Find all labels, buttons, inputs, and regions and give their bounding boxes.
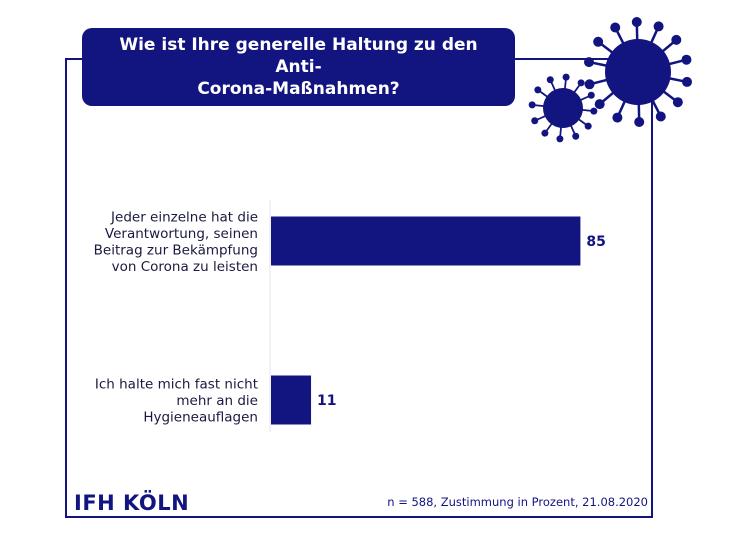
virus-decoration — [528, 17, 693, 143]
category-label-1: Beitrag zur Bekämpfung — [94, 242, 258, 258]
footnote: n = 588, Zustimmung in Prozent, 21.08.20… — [387, 495, 648, 509]
title-banner: Wie ist Ihre generelle Haltung zu den An… — [82, 28, 515, 106]
category-label-2: mehr an die — [176, 393, 258, 409]
category-label-2: Hygieneauflagen — [143, 410, 258, 426]
value-label-2: 11 — [317, 393, 336, 409]
brand-logo: IFH KÖLN — [74, 491, 190, 515]
chart-title: Wie ist Ihre generelle Haltung zu den An… — [100, 34, 497, 100]
bar-1 — [271, 216, 581, 266]
category-label-2: Ich halte mich fast nicht — [95, 377, 258, 393]
category-label-1: Jeder einzelne hat die — [110, 209, 258, 225]
category-label-1: von Corona zu leisten — [112, 259, 258, 275]
value-label-1: 85 — [586, 234, 605, 250]
category-label-1: Verantwortung, seinen — [105, 226, 258, 242]
bar-2 — [271, 375, 312, 425]
title-line-2: Corona-Maßnahmen? — [197, 79, 400, 99]
virus-icon — [583, 17, 693, 127]
title-line-1: Wie ist Ihre generelle Haltung zu den An… — [119, 35, 478, 77]
virus-icon — [528, 73, 598, 143]
